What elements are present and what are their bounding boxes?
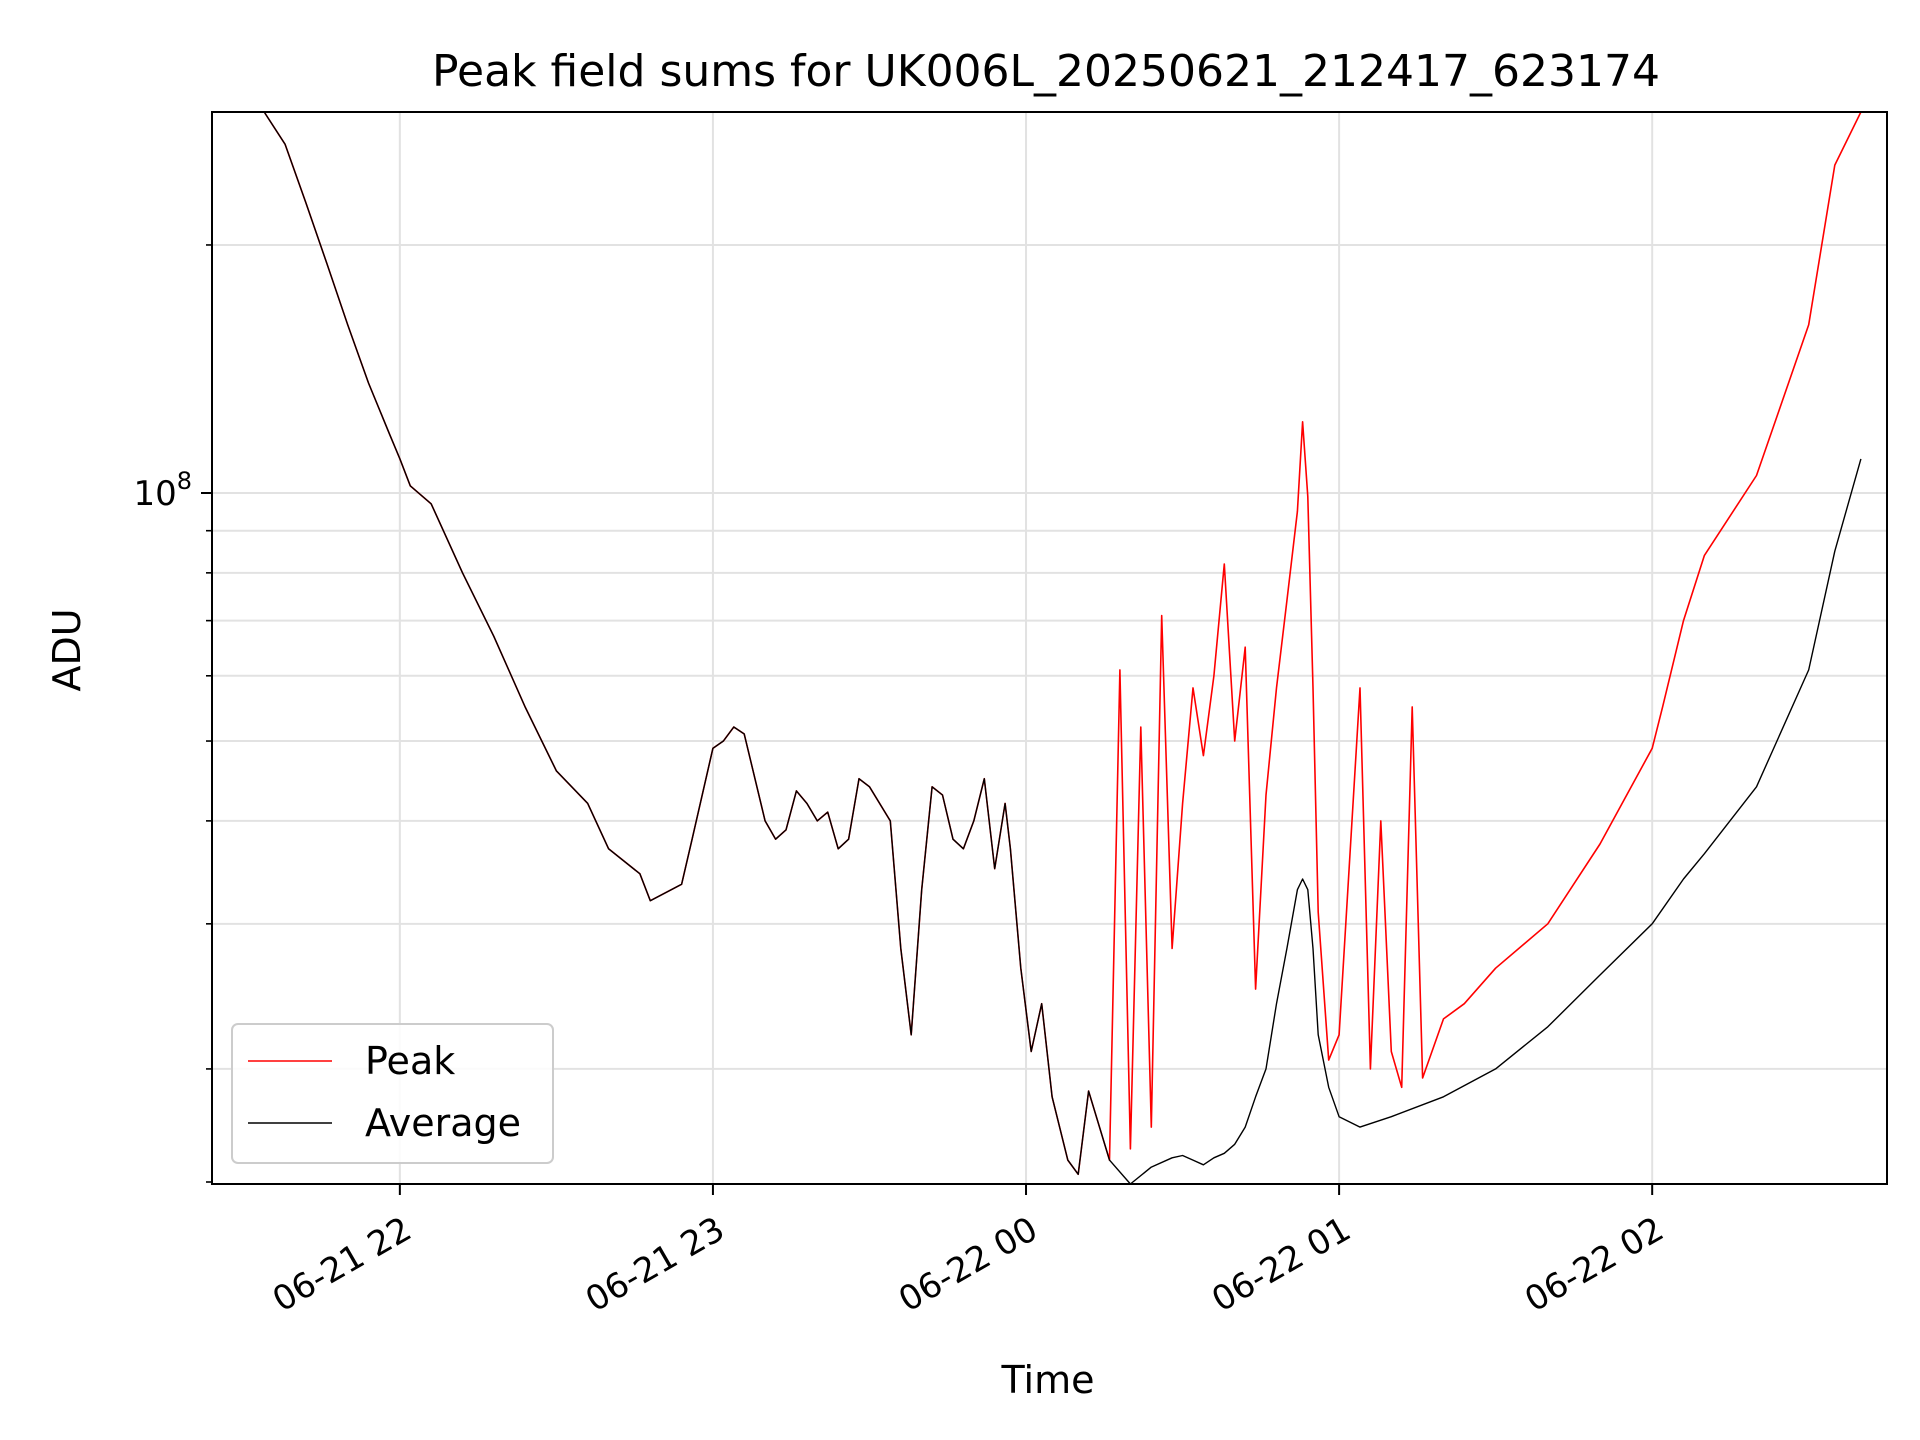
series-layer: [212, 111, 1862, 1185]
x-tick-label-1: 06-21 23: [579, 1209, 731, 1320]
series-average-line: [212, 111, 1862, 1185]
x-tick-label-0: 06-21 22: [266, 1209, 418, 1320]
x-tick-label-2: 06-22 00: [892, 1209, 1044, 1320]
series-peak-line: [212, 111, 1862, 1176]
legend-peak-label: Peak: [365, 1039, 455, 1083]
x-axis-ticks: 06-21 22 06-21 23 06-22 00 06-22 01 06-22 02: [266, 1184, 1671, 1320]
plot-frame: [211, 111, 1888, 1185]
chart-title: Peak field sums for UK006L_20250621_2124…: [432, 46, 1660, 97]
x-axis-label: Time: [1001, 1358, 1095, 1402]
legend-box: [231, 1023, 554, 1164]
legend: Peak Average: [231, 1023, 554, 1164]
x-tick-label-3: 06-22 01: [1205, 1209, 1357, 1320]
y-axis-ticks: 108: [133, 244, 212, 1183]
y-axis-label: ADU: [45, 608, 89, 691]
y-tick-label-major: 108: [133, 467, 192, 514]
legend-average-label: Average: [365, 1101, 521, 1145]
x-tick-label-4: 06-22 02: [1518, 1209, 1670, 1320]
